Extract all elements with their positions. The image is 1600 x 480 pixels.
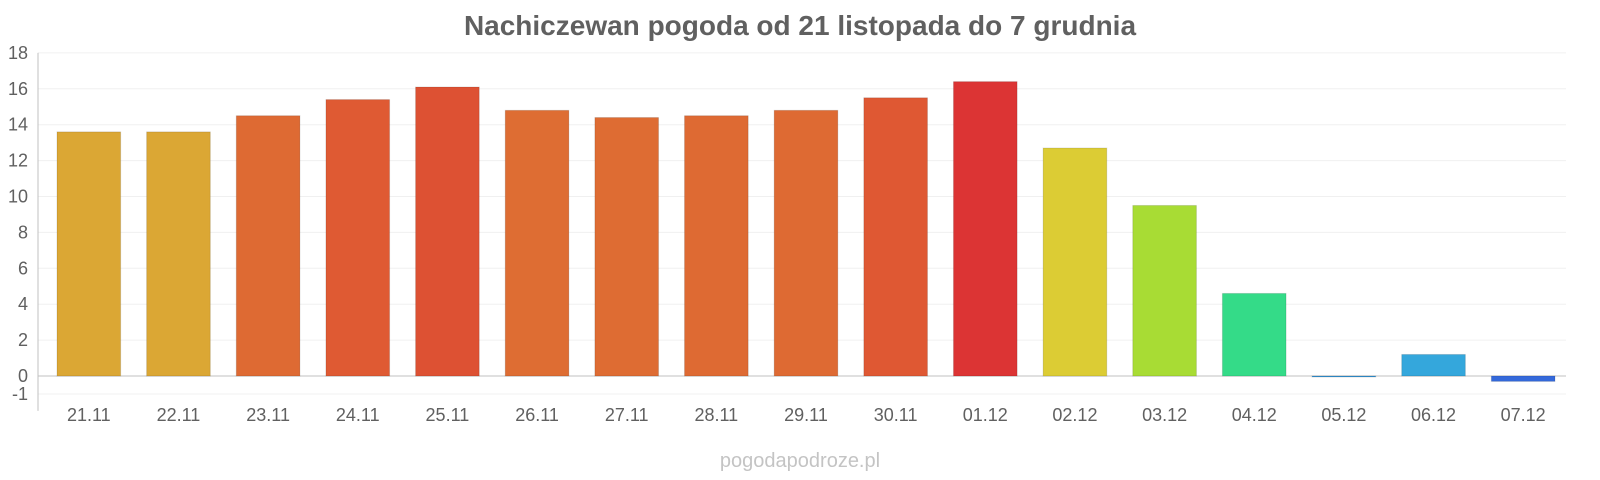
x-tick-label: 23.11 [246, 405, 290, 425]
chart-title: Nachiczewan pogoda od 21 listopada do 7 … [463, 10, 1137, 41]
y-tick-label: -1 [12, 384, 28, 404]
x-tick-label: 01.12 [963, 405, 1008, 425]
x-tick-label: 30.11 [874, 405, 918, 425]
x-tick-label: 28.11 [694, 405, 738, 425]
x-tick-label: 26.11 [515, 405, 559, 425]
bar [325, 99, 391, 377]
y-tick-label: 14 [8, 115, 28, 135]
watermark: pogodapodroze.pl [719, 450, 881, 472]
y-tick-label: 2 [18, 330, 28, 350]
y-tick-label: 6 [18, 258, 28, 278]
x-tick-label: 04.12 [1232, 405, 1277, 425]
bar [1490, 375, 1556, 382]
bar [415, 86, 480, 377]
bar [1042, 147, 1108, 377]
y-tick-label: 4 [18, 294, 28, 314]
x-tick-label: 07.12 [1501, 405, 1546, 425]
x-tick-label: 21.11 [67, 405, 111, 425]
bar [56, 131, 122, 377]
bar [1221, 292, 1287, 377]
x-tick-label: 24.11 [336, 405, 380, 425]
y-tick-label: 0 [18, 366, 28, 386]
x-tick-label: 25.11 [426, 405, 470, 425]
y-tick-label: 12 [8, 151, 28, 171]
y-tick-label: 16 [8, 79, 28, 99]
bar [235, 115, 301, 377]
x-tick-label: 27.11 [605, 405, 649, 425]
y-tick-label: 18 [8, 43, 28, 63]
x-tick-label: 22.11 [157, 405, 201, 425]
x-tick-label: 02.12 [1052, 405, 1097, 425]
x-tick-label: 03.12 [1142, 405, 1187, 425]
bar [504, 109, 570, 377]
y-tick-label: 10 [8, 187, 28, 207]
bar [1132, 204, 1197, 377]
y-tick-label: 8 [18, 222, 28, 242]
bar [684, 115, 749, 377]
x-axis: 21.11 22.11 23.11 24.11 25.11 26.11 27.11 28.11… [67, 405, 1546, 425]
x-tick-label: 29.11 [784, 405, 828, 425]
bar [773, 109, 839, 377]
bars [56, 81, 1556, 382]
bar [952, 81, 1018, 377]
x-tick-label: 05.12 [1321, 405, 1366, 425]
y-axis: 18 16 14 12 10 8 6 4 2 0-1 [8, 43, 39, 411]
bar [594, 117, 660, 377]
bar [1401, 353, 1466, 377]
bar [146, 131, 211, 377]
x-tick-label: 06.12 [1411, 405, 1456, 425]
bar [863, 97, 928, 377]
bar [1311, 375, 1377, 378]
